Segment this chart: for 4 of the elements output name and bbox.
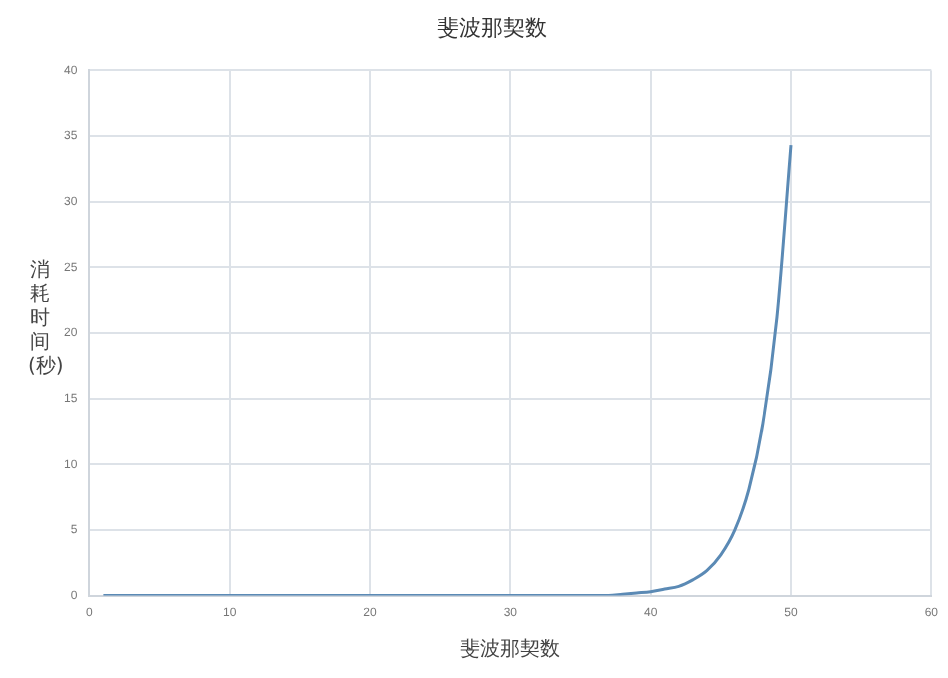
y-axis-title: 消耗时间(秒) [28, 260, 64, 380]
line-series [101, 143, 793, 596]
x-axis-title: 斐波那契数 [460, 637, 561, 662]
chart-title: 斐波那契数 [437, 14, 547, 41]
